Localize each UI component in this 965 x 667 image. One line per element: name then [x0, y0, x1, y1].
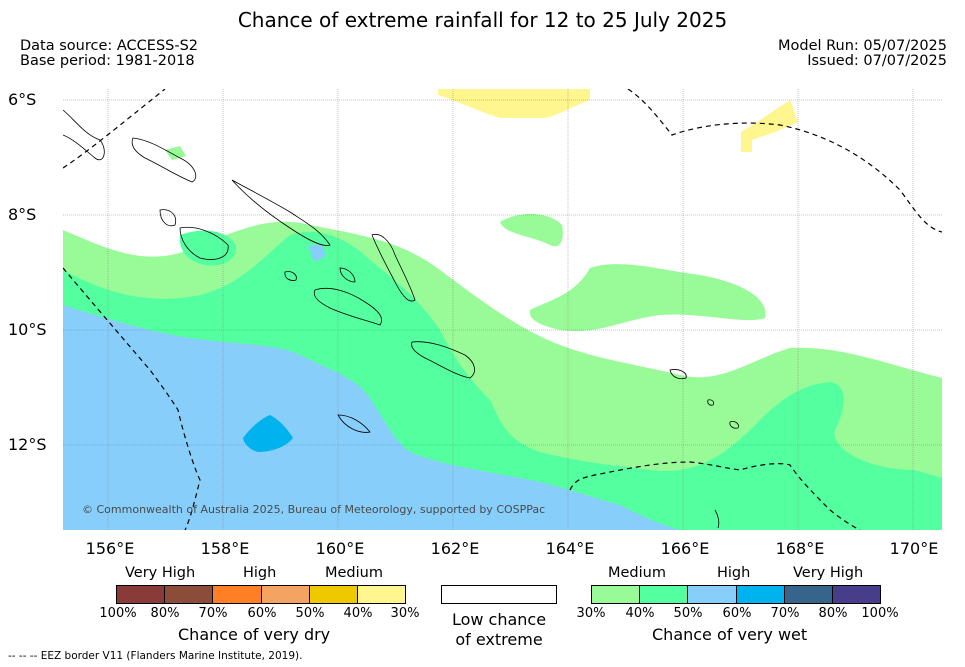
map-gridlines: [63, 89, 942, 530]
dry-tick-50: 50%: [295, 606, 325, 621]
wet-medium-region: [165, 146, 186, 160]
wet-tick-50: 50%: [673, 606, 703, 621]
dry-tick-60: 60%: [247, 606, 277, 621]
dry-swatch-40-30: [358, 585, 406, 604]
lat-label-6s: 6°S: [8, 90, 37, 109]
wet-high-region-strong: [243, 415, 293, 452]
dry-swatch-70-60: [213, 585, 262, 604]
dry-medium-region: [438, 89, 590, 118]
wet-tick-70: 70%: [770, 606, 800, 621]
wet-swatch-80-100: [833, 585, 881, 604]
lon-label-158e: 158°E: [200, 539, 250, 558]
wet-swatch-60-70: [737, 585, 785, 604]
wet-tick-80: 80%: [818, 606, 848, 621]
low-chance-label-line2: of extreme: [455, 630, 543, 649]
rainfall-shading: [63, 89, 942, 530]
eez-footer-note: -- -- -- EEZ border V11 (Flanders Marine…: [8, 650, 303, 662]
lon-label-170e: 170°E: [889, 539, 939, 558]
dry-tick-40: 40%: [343, 606, 373, 621]
dry-cat-very-high: Very High: [125, 565, 196, 581]
dry-tick-70: 70%: [198, 606, 228, 621]
page-title: Chance of extreme rainfall for 12 to 25 …: [237, 8, 728, 32]
dry-colorbar-label: Chance of very dry: [178, 625, 331, 644]
meta-left: Data source: ACCESS-S2 Base period: 1981…: [20, 39, 198, 69]
wet-medium-region: [500, 214, 563, 247]
dry-swatch-50-40: [310, 585, 358, 604]
lon-label-164e: 164°E: [545, 539, 595, 558]
lat-label-10s: 10°S: [8, 320, 47, 339]
eez-borders: [63, 89, 942, 530]
wet-cat-high: High: [717, 565, 751, 581]
lon-label-160e: 160°E: [315, 539, 365, 558]
meta-right: Model Run: 05/07/2025 Issued: 07/07/2025: [778, 39, 947, 69]
copyright-text: © Commonwealth of Australia 2025, Bureau…: [82, 503, 546, 516]
lon-label-166e: 166°E: [660, 539, 710, 558]
lat-label-12s: 12°S: [8, 435, 47, 454]
dry-tick-100: 100%: [99, 606, 137, 621]
wet-swatch-40-50: [640, 585, 688, 604]
wet-cat-medium: Medium: [608, 565, 666, 581]
lon-label-162e: 162°E: [430, 539, 480, 558]
dry-medium-region: [741, 100, 798, 152]
dry-tick-80: 80%: [150, 606, 180, 621]
wet-tick-60: 60%: [722, 606, 752, 621]
wet-high-region: [63, 305, 680, 530]
land-outlines: [63, 109, 739, 529]
dry-swatch-100-80: [116, 585, 165, 604]
wet-high-region: [308, 244, 326, 262]
low-chance-swatch: [441, 585, 557, 604]
lat-label-8s: 8°S: [8, 205, 37, 224]
wet-swatch-30-40: [591, 585, 640, 604]
wet-cat-very-high: Very High: [793, 565, 864, 581]
wet-medium-region: [529, 264, 766, 332]
model-run-text: Model Run: 05/07/2025: [777, 38, 947, 54]
wet-swatch-70-80: [785, 585, 833, 604]
low-chance-label-line1: Low chance: [451, 610, 547, 629]
issued-text: Issued: 07/07/2025: [807, 53, 947, 69]
lon-label-156e: 156°E: [85, 539, 135, 558]
wet-tick-40: 40%: [625, 606, 655, 621]
dry-tick-30: 30%: [390, 606, 420, 621]
dry-swatch-80-70: [165, 585, 213, 604]
dry-cat-medium: Medium: [325, 565, 383, 581]
dry-cat-high: High: [243, 565, 277, 581]
lon-label-168e: 168°E: [775, 539, 825, 558]
low-chance-label: Low chance of extreme: [441, 610, 557, 650]
dry-swatch-60-50: [262, 585, 310, 604]
wet-tick-30: 30%: [576, 606, 606, 621]
base-period-text: Base period: 1981-2018: [20, 53, 195, 69]
wet-colorbar-label: Chance of very wet: [652, 625, 808, 644]
wet-swatch-50-60: [688, 585, 737, 604]
data-source-text: Data source: ACCESS-S2: [20, 38, 199, 54]
wet-tick-100: 100%: [861, 606, 899, 621]
